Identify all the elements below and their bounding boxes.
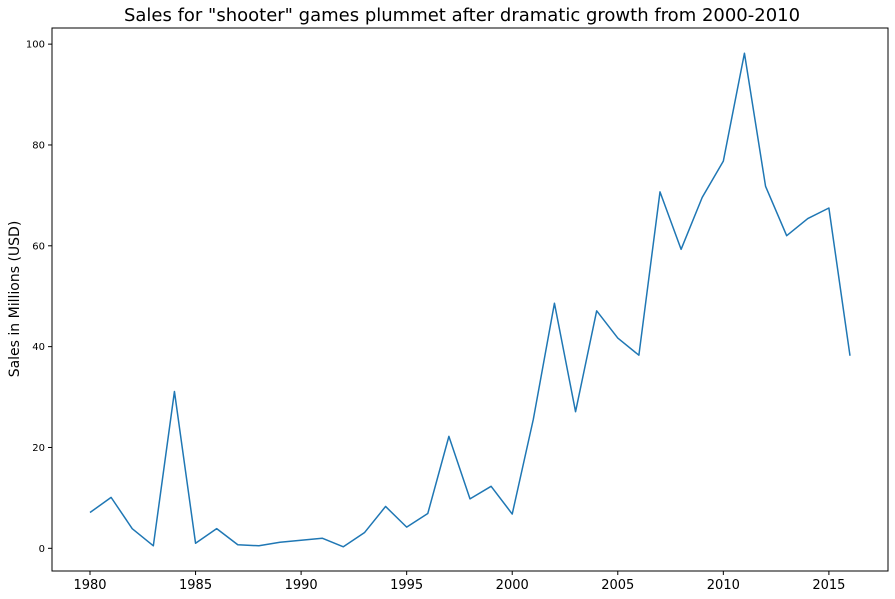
x-tick-label: 1985: [179, 578, 212, 593]
y-tick-label: 100: [26, 40, 45, 51]
y-tick-label: 80: [32, 140, 45, 151]
x-axis: 1980 1985 1990 1995 2000 2005 2010 2015: [73, 571, 845, 593]
axes-frame: [51, 27, 889, 572]
x-tick-label: 1990: [285, 578, 318, 593]
x-tick-label: 2015: [812, 578, 845, 593]
y-tick-label: 40: [32, 342, 45, 353]
x-tick-label: 1980: [73, 578, 106, 593]
x-tick-label: 2005: [601, 578, 634, 593]
y-tick-label: 20: [32, 443, 45, 454]
x-tick-label: 1995: [390, 578, 423, 593]
series-line: [89, 52, 851, 548]
x-tick-label: 2010: [707, 578, 740, 593]
plot-area: [89, 52, 851, 548]
y-axis: 0 20 40 60 80 100: [26, 40, 52, 555]
chart-title: Sales for "shooter" games plummet after …: [124, 5, 800, 26]
y-tick-label: 0: [39, 544, 45, 555]
y-axis-label: Sales in Millions (USD): [7, 221, 23, 378]
x-tick-label: 2000: [496, 578, 529, 593]
y-tick-label: 60: [32, 241, 45, 252]
